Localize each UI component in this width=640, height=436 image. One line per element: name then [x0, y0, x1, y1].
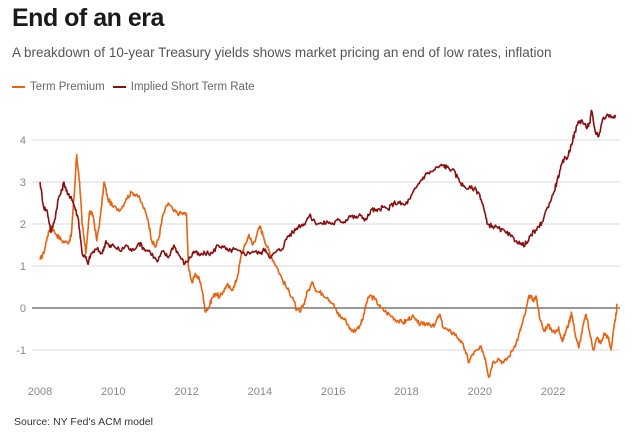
axis-layer: -1 0 1 2 3 4 2008 2010 2012 2014 2016 2018 2020 2022: [16, 135, 565, 398]
y-tick-label: 2: [20, 219, 26, 231]
source-note: Source: NY Fed's ACM model: [14, 416, 153, 428]
y-tick-label: -1: [16, 345, 26, 357]
x-tick-label: 2010: [101, 386, 125, 398]
chart-subtitle: A breakdown of 10-year Treasury yields s…: [12, 45, 552, 60]
chart-title: End of an era: [12, 4, 164, 32]
y-tick-label: 3: [20, 177, 26, 189]
x-tick-label: 2020: [468, 386, 492, 398]
y-tick-label: 4: [20, 135, 26, 147]
x-tick-label: 2018: [394, 386, 418, 398]
legend-swatch-term-premium: [12, 85, 25, 89]
x-tick-label: 2016: [321, 386, 345, 398]
x-tick-label: 2008: [28, 386, 52, 398]
legend-label-term-premium: Term Premium: [30, 81, 105, 93]
series-layer: [39, 109, 618, 379]
chart-legend: Term Premium Implied Short Term Rate: [12, 81, 263, 93]
grid-layer: [32, 139, 620, 351]
series-line-term-premium: [39, 153, 618, 379]
y-tick-label: 0: [20, 303, 26, 315]
y-tick-label: 1: [20, 261, 26, 273]
x-tick-label: 2012: [174, 386, 198, 398]
series-line-implied-short-rate: [39, 109, 617, 266]
x-tick-label: 2022: [541, 386, 565, 398]
legend-item-term-premium: Term Premium: [12, 81, 105, 93]
x-tick-label: 2014: [248, 386, 272, 398]
legend-label-implied-short-rate: Implied Short Term Rate: [130, 81, 255, 93]
legend-swatch-implied-short-rate: [112, 85, 126, 89]
legend-item-implied-short-rate: Implied Short Term Rate: [112, 81, 255, 93]
